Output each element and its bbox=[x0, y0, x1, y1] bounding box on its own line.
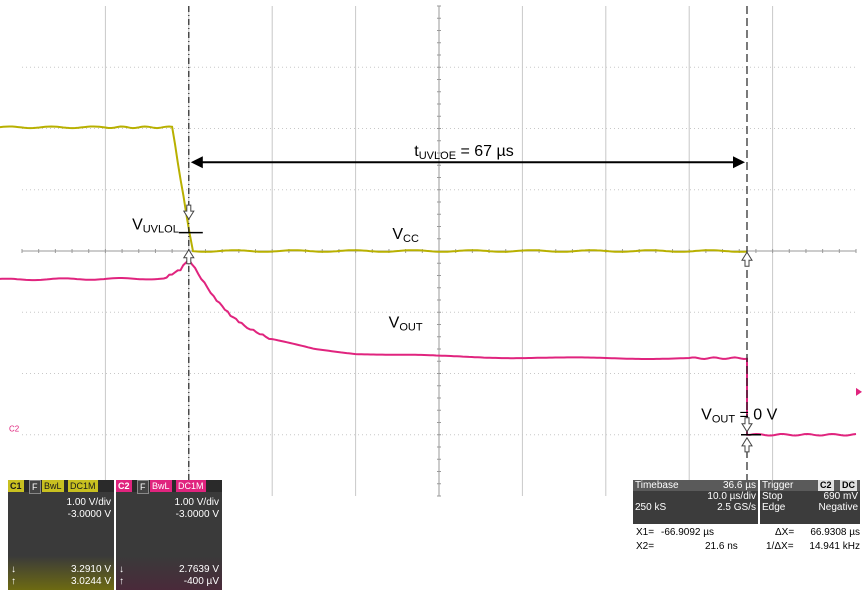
channel2-meas-up: -400 µV bbox=[183, 576, 219, 587]
annotation-4: tUVLOE = 67 µs bbox=[414, 143, 513, 162]
cursor-x2-value: 21.6 ns bbox=[705, 541, 738, 552]
cursor-inv-value: 14.941 kHz bbox=[809, 541, 860, 552]
cursor-x1-value: -66.9092 µs bbox=[661, 527, 715, 538]
cursor-down-icon: ↓ bbox=[11, 564, 16, 575]
channel1-panel[interactable]: C1 F BwL DC1M 1.00 V/div -3.0000 V ↓ 3.2… bbox=[8, 480, 114, 590]
trigger-mode: Stop bbox=[762, 491, 783, 502]
channel1-header: C1 F BwL DC1M bbox=[8, 480, 114, 494]
cursor-x1-label: X1= bbox=[636, 527, 655, 538]
trigger-title: Trigger bbox=[762, 480, 794, 491]
channel1-coupling: DC1M bbox=[68, 480, 98, 492]
cursor-inv-label: 1/ΔX= bbox=[766, 541, 794, 552]
cursor-dx-value: 66.9308 µs bbox=[810, 527, 860, 538]
channel1-label: C1 bbox=[8, 480, 24, 492]
cursor-up-icon: ↑ bbox=[11, 576, 16, 587]
channel2-flag: F bbox=[137, 480, 149, 494]
channel1-offset: -3.0000 V bbox=[67, 509, 111, 520]
timebase-panel[interactable]: Timebase 36.6 µs 10.0 µs/div 250 kS 2.5 … bbox=[633, 480, 758, 524]
channel1-bandwidth: BwL bbox=[42, 480, 64, 492]
timebase-delay: 36.6 µs bbox=[722, 480, 756, 491]
channel2-meas-down: 2.7639 V bbox=[178, 564, 219, 575]
timebase-rate: 2.5 GS/s bbox=[717, 502, 756, 513]
marker-arrow-down-icon bbox=[741, 417, 753, 433]
cursor-readout: X1= -66.9092 µs ΔX= 66.9308 µs X2= 21.6 … bbox=[633, 527, 861, 555]
channel1-flag: F bbox=[29, 480, 41, 494]
trigger-type: Edge bbox=[762, 502, 786, 513]
annotation-3: VUVLOL bbox=[132, 217, 179, 236]
trigger-channel: C2 bbox=[818, 480, 834, 491]
timebase-title: Timebase bbox=[635, 480, 679, 491]
marker-arrow-up-icon bbox=[741, 251, 753, 267]
annotation-2: VOUT bbox=[389, 315, 423, 334]
trigger-panel[interactable]: Trigger C2 DC Stop 690 mV Edge Negative bbox=[760, 480, 860, 524]
arrow-right-icon bbox=[732, 156, 745, 169]
trigger-level-icon bbox=[856, 387, 862, 396]
channel2-coupling: DC1M bbox=[176, 480, 206, 492]
channel1-meas-down: 3.2910 V bbox=[70, 564, 111, 575]
annotation-5: VOUT = 0 V bbox=[701, 406, 777, 425]
timebase-samples: 250 kS bbox=[635, 502, 667, 513]
channel2-vdiv: 1.00 V/div bbox=[174, 497, 219, 508]
trigger-level: 690 mV bbox=[823, 491, 858, 502]
arrow-left-icon bbox=[190, 156, 203, 169]
annotation-1: VCC bbox=[392, 226, 419, 245]
marker-arrow-up-icon bbox=[182, 248, 195, 265]
channel2-offset: -3.0000 V bbox=[175, 509, 219, 520]
trace-vout bbox=[0, 257, 857, 437]
channel1-vdiv: 1.00 V/div bbox=[66, 497, 111, 508]
trigger-coupling: DC bbox=[840, 480, 857, 491]
trace-vcc bbox=[0, 125, 747, 253]
cursor-dx-label: ΔX= bbox=[775, 527, 795, 538]
cursor-x2-label: X2= bbox=[636, 541, 655, 552]
trigger-slope: Negative bbox=[818, 502, 858, 513]
channel2-panel[interactable]: C2 F BwL DC1M 1.00 V/div -3.0000 V ↓ 2.7… bbox=[116, 480, 222, 590]
channel2-header: C2 F BwL DC1M bbox=[116, 480, 222, 494]
channel1-meas-up: 3.0244 V bbox=[70, 576, 111, 587]
marker-arrow-up-icon bbox=[741, 436, 753, 453]
cursor-up-icon: ↑ bbox=[119, 576, 124, 587]
channel2-marker: C2 bbox=[9, 425, 20, 434]
channel2-bandwidth: BwL bbox=[150, 480, 172, 492]
marker-arrow-down-icon bbox=[182, 204, 195, 221]
channel2-label: C2 bbox=[116, 480, 132, 492]
timebase-tdiv: 10.0 µs/div bbox=[707, 491, 756, 502]
cursor-down-icon: ↓ bbox=[119, 564, 124, 575]
